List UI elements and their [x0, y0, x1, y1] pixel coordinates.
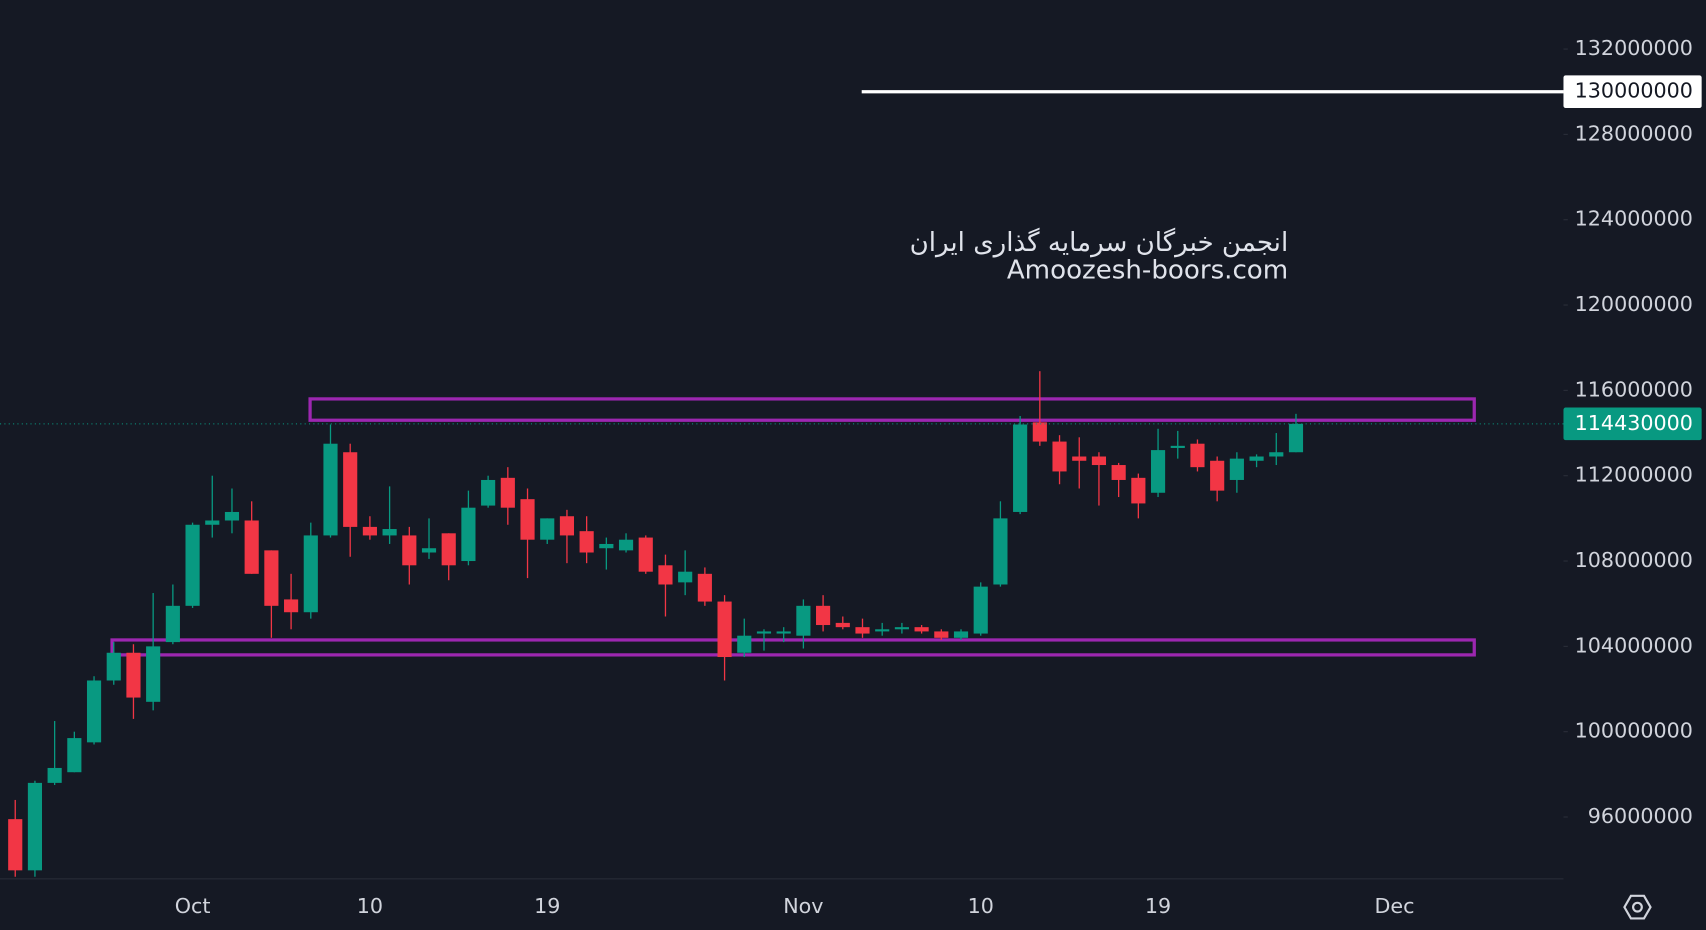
- candle-body: [540, 518, 555, 540]
- candle-body: [1013, 424, 1028, 512]
- candle-body: [914, 627, 929, 632]
- candle-body: [579, 531, 594, 553]
- candle-body: [559, 516, 575, 536]
- candle-body: [697, 573, 712, 602]
- x-tick-label: Nov: [783, 894, 823, 918]
- candle-body: [67, 738, 82, 773]
- y-tick-label: 124000000: [1575, 207, 1693, 231]
- candle-body: [126, 652, 141, 698]
- candle-body: [894, 627, 909, 630]
- candle-body: [1249, 456, 1264, 461]
- y-tick-label: 104000000: [1575, 633, 1693, 657]
- candle-body: [185, 524, 200, 606]
- candle-body: [244, 520, 259, 574]
- candle-body: [106, 652, 121, 681]
- candle-body: [599, 543, 614, 549]
- candle-body: [756, 631, 772, 634]
- candle-body: [441, 533, 456, 566]
- x-tick-label: 19: [1145, 894, 1171, 918]
- y-tick-label: 112000000: [1575, 463, 1693, 487]
- candle-body: [1072, 456, 1087, 461]
- candle-body: [86, 680, 102, 743]
- y-tick-label: 100000000: [1575, 719, 1693, 743]
- candle-body: [776, 631, 791, 634]
- candle-body: [1111, 465, 1126, 480]
- y-tick-label: 120000000: [1575, 292, 1693, 316]
- candle-body: [1288, 423, 1304, 453]
- candle-body: [1052, 441, 1067, 472]
- candle-body: [303, 535, 318, 613]
- candle-body: [47, 767, 62, 783]
- candle-body: [638, 537, 653, 572]
- candle-body: [993, 518, 1008, 585]
- y-tick-label: 108000000: [1575, 548, 1693, 572]
- candle-body: [658, 565, 673, 585]
- candle-body: [343, 452, 358, 527]
- candle-body: [875, 629, 890, 632]
- hline-label-box: [1563, 75, 1702, 109]
- candle-body: [461, 507, 476, 562]
- settings-icon[interactable]: [1623, 894, 1652, 920]
- hline-label: 130000000: [1575, 79, 1693, 103]
- candle-body: [8, 819, 23, 871]
- candle-body: [953, 631, 969, 638]
- x-tick-label: 10: [968, 894, 994, 918]
- x-tick-label: Oct: [175, 894, 211, 918]
- candle-body: [1150, 450, 1166, 493]
- candle-body: [27, 782, 43, 871]
- y-tick-label: 116000000: [1575, 377, 1693, 401]
- candle-body: [678, 571, 693, 583]
- x-tick-label: 10: [357, 894, 383, 918]
- candle-body: [618, 539, 634, 551]
- candle-body: [421, 548, 437, 553]
- zone: [308, 397, 1476, 422]
- candle-body: [717, 601, 732, 658]
- candle-body: [737, 635, 752, 653]
- candle-body: [1190, 443, 1205, 468]
- candle-body: [1032, 422, 1047, 442]
- candle-body: [323, 443, 338, 536]
- candle-body: [1091, 456, 1107, 466]
- candle-body: [796, 605, 811, 636]
- candle-body: [481, 479, 496, 506]
- candle-body: [520, 499, 535, 540]
- y-tick-label: 96000000: [1588, 804, 1693, 828]
- candle-body: [224, 511, 240, 521]
- last-price-label: 114430000: [1575, 411, 1693, 435]
- candle-body: [165, 605, 180, 643]
- candle-body: [284, 599, 299, 613]
- y-tick-label: 128000000: [1575, 121, 1693, 145]
- candle-body: [1170, 445, 1185, 448]
- settings-dot: [1632, 901, 1643, 913]
- last-price-box: [1563, 407, 1702, 441]
- zone: [110, 638, 1476, 657]
- candle-body: [1210, 460, 1225, 491]
- candle-body: [402, 535, 417, 566]
- candle-body: [500, 477, 515, 508]
- candle-body: [973, 586, 988, 634]
- candle-body: [816, 605, 831, 626]
- watermark: انجمن خبرگان سرمایه گذاری ایران: [910, 227, 1289, 258]
- settings-hexagon: [1623, 894, 1652, 920]
- candle-body: [382, 529, 397, 536]
- candle-body: [1269, 452, 1284, 457]
- candle-body: [146, 646, 161, 702]
- candle-body: [1131, 477, 1146, 504]
- watermark: Amoozesh-boors.com: [1007, 255, 1288, 285]
- candle-body: [205, 520, 220, 525]
- candle-body: [362, 526, 377, 536]
- candle-body: [855, 627, 870, 634]
- x-tick-label: 19: [534, 894, 560, 918]
- candle-body: [835, 622, 850, 628]
- candle-body: [934, 631, 949, 638]
- candle-body: [1229, 458, 1244, 480]
- candle-body: [264, 550, 279, 606]
- y-tick-label: 132000000: [1575, 36, 1693, 60]
- x-tick-label: Dec: [1375, 894, 1415, 918]
